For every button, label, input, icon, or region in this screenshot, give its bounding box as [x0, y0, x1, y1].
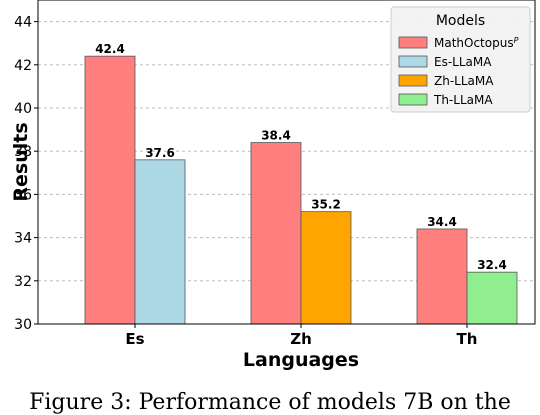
x-axis-title: Languages: [243, 349, 359, 371]
y-tick-labels: 30 32 34 36 38 40 42 44: [14, 15, 38, 333]
legend-entry: Zh-LLaMA: [434, 74, 494, 88]
x-tick-labels: Es Zh Th: [125, 324, 477, 348]
bar-th-mathoctopus: [416, 228, 468, 325]
legend-swatch: [398, 36, 428, 49]
bar-chart: 42.4 37.6 38.4 35.2 34.4 32.4 30 32 34 36 38 40 42 4…: [10, 0, 536, 371]
y-tick-label: 38: [14, 144, 32, 160]
bars: [84, 55, 518, 325]
legend-swatch: [398, 93, 428, 106]
legend: Models MathOctopusP Es-LLaMA Zh-LLaMA Th-LLa…: [390, 6, 531, 113]
bar-value-label: 32.4: [477, 258, 507, 272]
y-tick-label: 32: [14, 274, 32, 290]
y-axis-title: Results: [10, 122, 32, 201]
y-tick-label: 40: [14, 101, 32, 117]
legend-swatch: [398, 55, 428, 68]
y-tick-label: 42: [14, 58, 32, 74]
x-tick-label: Es: [125, 330, 144, 348]
legend-title: Models: [436, 13, 485, 29]
bar-es-es-llama: [134, 159, 186, 325]
y-tick-label: 36: [14, 187, 32, 203]
x-tick-label: Zh: [290, 330, 312, 348]
figure-caption: Figure 3: Performance of models 7B on th…: [29, 390, 511, 415]
bar-value-label: 35.2: [311, 198, 341, 212]
y-tick-label: 30: [14, 317, 32, 333]
bar-zh-mathoctopus: [250, 142, 302, 325]
bar-value-label: 37.6: [145, 146, 175, 160]
bar-zh-zh-llama: [300, 211, 352, 325]
x-tick-label: Th: [457, 330, 478, 348]
bar-value-label: 38.4: [261, 129, 291, 143]
legend-entry: Es-LLaMA: [434, 55, 492, 69]
y-tick-label: 44: [14, 15, 32, 31]
legend-swatch: [398, 74, 428, 87]
bar-es-mathoctopus: [84, 55, 136, 325]
legend-entry: Th-LLaMA: [433, 93, 493, 107]
bar-value-label: 42.4: [95, 42, 125, 56]
bar-labels: 42.4 37.6 38.4 35.2 34.4 32.4: [95, 42, 507, 272]
y-tick-label: 34: [14, 231, 32, 247]
legend-entry: MathOctopusP: [434, 36, 519, 51]
plot-frame: [37, 0, 536, 325]
bar-value-label: 34.4: [427, 215, 457, 229]
bar-th-th-llama: [466, 271, 518, 325]
